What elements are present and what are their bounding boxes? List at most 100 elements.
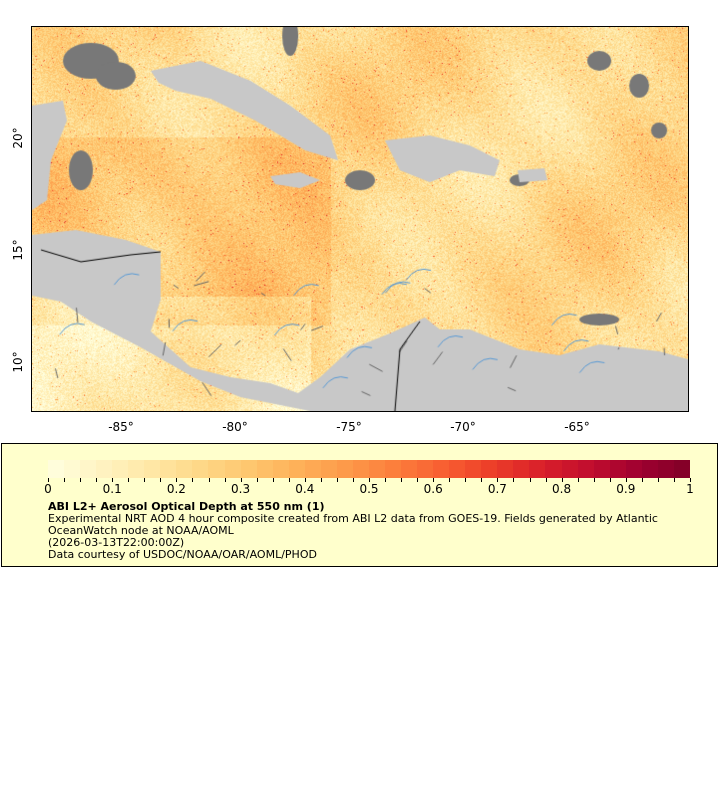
colorbar-tick — [593, 478, 595, 482]
colorbar-tick — [96, 478, 98, 482]
colorbar-tick — [128, 478, 130, 482]
colorbar-tick — [561, 478, 563, 482]
colorbar-tick — [385, 478, 387, 482]
colorbar-segment — [481, 460, 498, 478]
colorbar-segment — [128, 460, 145, 478]
colorbar-segment — [192, 460, 209, 478]
colorbar-tick — [401, 478, 403, 482]
colorbar-segment — [160, 460, 177, 478]
colorbar-tick — [64, 478, 66, 482]
aod-map — [31, 26, 689, 412]
colorbar-segment — [240, 460, 257, 478]
colorbar-label: 0.2 — [166, 482, 186, 496]
colorbar-tick — [449, 478, 451, 482]
colorbar-tick — [609, 478, 611, 482]
colorbar-segment — [529, 460, 546, 478]
colorbar-segment — [352, 460, 369, 478]
colorbar-label: 0.7 — [487, 482, 507, 496]
colorbar-segment — [336, 460, 353, 478]
colorbar-tick — [208, 478, 210, 482]
colorbar-segment — [401, 460, 418, 478]
colorbar-segment — [112, 460, 129, 478]
colorbar-segment — [641, 460, 658, 478]
lon-tick: -85° — [108, 420, 134, 434]
colorbar-tick — [160, 478, 162, 482]
colorbar-label: 0.6 — [423, 482, 443, 496]
colorbar-segment — [593, 460, 610, 478]
colorbar-segment — [673, 460, 690, 478]
colorbar-segment — [513, 460, 530, 478]
colorbar-tick — [690, 478, 691, 482]
colorbar-tick — [336, 478, 338, 482]
colorbar-tick — [240, 478, 242, 482]
colorbar-segment — [256, 460, 273, 478]
colorbar-tick — [369, 478, 370, 482]
colorbar-segment — [272, 460, 289, 478]
colorbar-tick — [304, 478, 306, 482]
colorbar-tick — [272, 478, 274, 482]
colorbar-segment — [545, 460, 562, 478]
colorbar-tick — [256, 478, 258, 482]
colorbar-segment — [368, 460, 385, 478]
legend-credit: Data courtesy of USDOC/NOAA/OAR/AOML/PHO… — [48, 548, 317, 561]
lat-tick: 10° — [11, 351, 25, 373]
colorbar-tick — [80, 478, 82, 482]
colorbar-tick — [48, 478, 49, 482]
colorbar-tick — [176, 478, 178, 482]
lat-tick: 15° — [11, 239, 25, 261]
colorbar-tick — [112, 478, 114, 482]
colorbar-segment — [96, 460, 113, 478]
colorbar-label: 0.1 — [102, 482, 122, 496]
colorbar-tick — [577, 478, 579, 482]
colorbar-label: 0.4 — [295, 482, 315, 496]
colorbar-segment — [288, 460, 305, 478]
lon-tick: -70° — [450, 420, 476, 434]
colorbar-label: 0.8 — [552, 482, 572, 496]
lat-tick: 20° — [11, 127, 25, 149]
colorbar-segment — [224, 460, 241, 478]
colorbar-segment — [304, 460, 321, 478]
colorbar-segment — [208, 460, 225, 478]
colorbar — [48, 460, 690, 478]
colorbar-tick — [497, 478, 499, 482]
legend-description-cont: OceanWatch node at NOAA/AOML — [48, 524, 234, 537]
colorbar-label: 1 — [686, 482, 694, 496]
colorbar-tick — [417, 478, 419, 482]
colorbar-segment — [48, 460, 65, 478]
lon-tick: -80° — [222, 420, 248, 434]
colorbar-tick — [288, 478, 290, 482]
colorbar-segment — [176, 460, 193, 478]
colorbar-segment — [561, 460, 578, 478]
colorbar-segment — [80, 460, 97, 478]
colorbar-segment — [417, 460, 434, 478]
colorbar-label: 0.5 — [359, 482, 379, 496]
colorbar-tick — [144, 478, 146, 482]
colorbar-segment — [64, 460, 81, 478]
legend-description: Experimental NRT AOD 4 hour composite cr… — [48, 512, 658, 525]
colorbar-tick — [657, 478, 659, 482]
colorbar-label: 0.3 — [231, 482, 251, 496]
colorbar-tick — [625, 478, 627, 482]
colorbar-tick — [433, 478, 435, 482]
colorbar-segment — [497, 460, 514, 478]
colorbar-segment — [657, 460, 674, 478]
colorbar-segment — [449, 460, 466, 478]
colorbar-tick — [545, 478, 547, 482]
colorbar-tick — [224, 478, 226, 482]
colorbar-tick — [481, 478, 483, 482]
colorbar-tick — [352, 478, 354, 482]
colorbar-tick — [320, 478, 322, 482]
legend-panel: 0 0.1 0.2 0.3 0.4 0.5 0.6 0.7 0.8 0.9 1 ABI L2+ Ae… — [1, 443, 718, 567]
legend-title: ABI L2+ Aerosol Optical Depth at 550 nm … — [48, 500, 325, 513]
colorbar-segment — [384, 460, 402, 478]
colorbar-segment — [625, 460, 642, 478]
colorbar-segment — [609, 460, 626, 478]
colorbar-segment — [144, 460, 161, 478]
colorbar-segment — [577, 460, 594, 478]
colorbar-tick — [465, 478, 467, 482]
colorbar-label: 0 — [44, 482, 52, 496]
colorbar-tick — [513, 478, 515, 482]
colorbar-tick — [192, 478, 194, 482]
colorbar-segment — [433, 460, 450, 478]
colorbar-segment — [320, 460, 337, 478]
